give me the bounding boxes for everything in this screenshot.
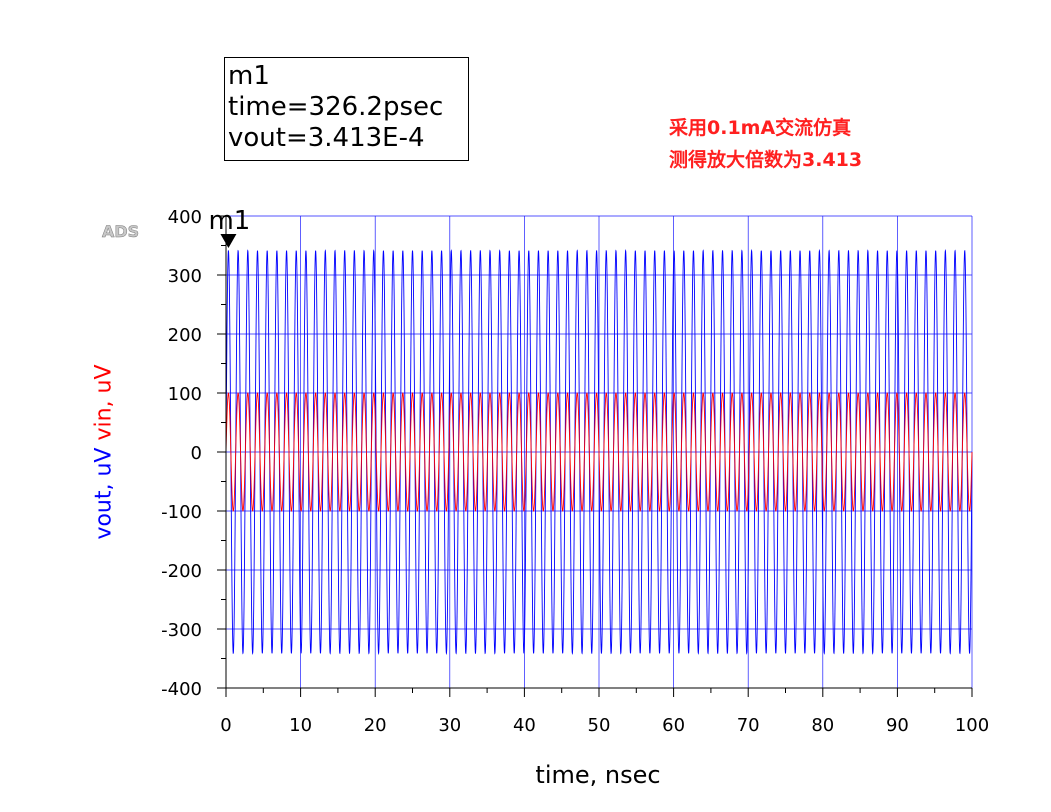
y-tick-label: 200: [168, 325, 202, 346]
marker-time: time=326.2psec: [228, 92, 444, 122]
x-tick-label: 70: [737, 715, 760, 736]
axis-layer: [217, 215, 973, 697]
x-tick-label: 10: [289, 715, 312, 736]
ads-logo: ADS: [102, 222, 140, 242]
x-tick-label: 20: [364, 715, 387, 736]
series-layer: [225, 248, 973, 656]
y-tick-label: -200: [161, 561, 202, 582]
marker-readout-box: m1 time=326.2psec vout=3.413E-4: [224, 57, 469, 161]
y-tick-label: 100: [168, 384, 202, 405]
marker-label: m1: [208, 206, 250, 236]
series-line-vin: [225, 392, 973, 512]
x-tick-label: 80: [811, 715, 834, 736]
y-tick-label: 300: [168, 266, 202, 287]
x-axis-label: time, nsec: [535, 761, 660, 789]
y-tick-label: -400: [161, 679, 202, 700]
annotation-note: 采用0.1mA交流仿真 测得放大倍数为3.413: [669, 112, 862, 176]
annotation-line-2: 测得放大倍数为3.413: [669, 149, 863, 171]
x-tick-label: 0: [220, 715, 231, 736]
annotation-line-1: 采用0.1mA交流仿真: [669, 117, 852, 139]
y-tick-label: 0: [191, 443, 202, 464]
y-tick-label: -100: [161, 502, 202, 523]
tick-label-layer: 400 300 200 100 0 -100 -200 -300 -400 0 10 20 30 40 50…: [161, 207, 989, 736]
marker-layer: m1: [208, 206, 250, 248]
x-tick-label: 100: [955, 715, 989, 736]
y-tick-label: 400: [168, 207, 202, 228]
marker-name: m1: [228, 61, 270, 91]
x-tick-label: 90: [886, 715, 909, 736]
marker-triangle-icon: [220, 234, 237, 248]
x-tick-label: 30: [438, 715, 461, 736]
x-tick-label: 50: [588, 715, 611, 736]
x-tick-label: 60: [662, 715, 685, 736]
marker-value: vout=3.413E-4: [228, 123, 425, 153]
y-tick-label: -300: [161, 620, 202, 641]
x-tick-label: 40: [513, 715, 536, 736]
